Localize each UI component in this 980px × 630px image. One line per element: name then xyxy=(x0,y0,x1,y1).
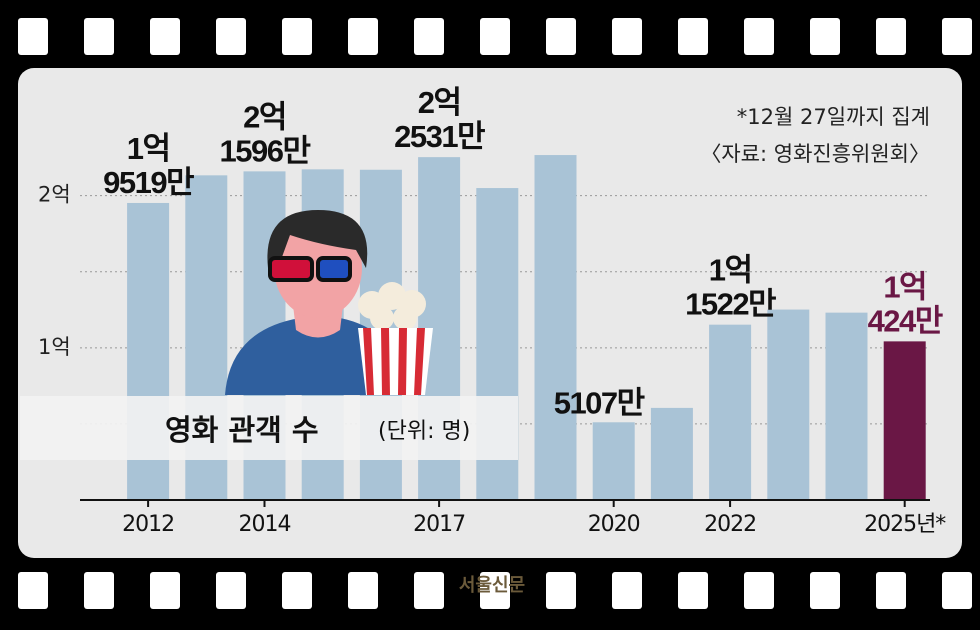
y-tick-label: 1억 xyxy=(38,335,71,359)
value-label: 1억 1522만 xyxy=(685,253,776,322)
value-label: 1억 9519만 xyxy=(103,131,194,200)
bar xyxy=(767,309,810,500)
sprocket-hole xyxy=(480,18,510,55)
sprocket-hole xyxy=(612,572,642,609)
sprocket-hole xyxy=(612,18,642,55)
x-tick-label: 2025년* xyxy=(864,512,946,537)
x-tick-label: 2017 xyxy=(413,512,465,537)
sprocket-hole xyxy=(810,18,840,55)
bar xyxy=(709,324,752,500)
bar xyxy=(592,422,635,500)
sprocket-hole xyxy=(84,18,114,55)
sprocket-hole xyxy=(942,18,972,55)
sprocket-hole xyxy=(678,572,708,609)
sprocket-hole xyxy=(876,572,906,609)
sprocket-hole xyxy=(84,572,114,609)
x-tick-label: 2020 xyxy=(588,512,640,537)
bar xyxy=(534,155,577,500)
sprocket-hole xyxy=(414,18,444,55)
value-label: 2억 2531만 xyxy=(394,85,485,154)
sprocket-hole xyxy=(216,18,246,55)
annotation: *12월 27일까지 집계 xyxy=(737,105,930,129)
sprocket-hole xyxy=(810,572,840,609)
x-tick-label: 2012 xyxy=(122,512,174,537)
sprocket-hole xyxy=(546,572,576,609)
bar xyxy=(883,341,926,500)
sprocket-hole xyxy=(18,18,48,55)
sprocket-hole xyxy=(282,572,312,609)
value-label: 1억 424만 xyxy=(868,270,943,339)
title-band xyxy=(20,396,518,460)
sprocket-hole xyxy=(18,572,48,609)
annotation: 〈자료: 영화진흥위원회〉 xyxy=(700,142,930,166)
sprocket-hole xyxy=(150,572,180,609)
x-tick-label: 2014 xyxy=(239,512,291,537)
chart-title: 영화 관객 수 xyxy=(165,413,319,447)
film-strip xyxy=(18,18,972,609)
sprocket-hole xyxy=(480,572,510,609)
sprocket-hole xyxy=(942,572,972,609)
sprocket-hole xyxy=(414,572,444,609)
sprocket-hole xyxy=(744,572,774,609)
bar xyxy=(650,407,693,500)
chart-subtitle: (단위: 명) xyxy=(378,419,470,444)
sprocket-hole xyxy=(348,18,378,55)
illustration xyxy=(225,210,433,395)
sprocket-hole xyxy=(744,18,774,55)
source: 서울신문 xyxy=(459,575,525,596)
sprocket-hole xyxy=(678,18,708,55)
sprocket-hole xyxy=(876,18,906,55)
value-label: 2억 1596만 xyxy=(220,100,311,169)
bar xyxy=(825,312,868,500)
value-label: 5107만 xyxy=(554,385,645,420)
sprocket-hole xyxy=(348,572,378,609)
x-tick-label: 2022 xyxy=(704,512,756,537)
sprocket-hole xyxy=(150,18,180,55)
sprocket-hole xyxy=(546,18,576,55)
y-tick-label: 2억 xyxy=(38,183,71,207)
sprocket-hole xyxy=(216,572,246,609)
sprocket-hole xyxy=(282,18,312,55)
